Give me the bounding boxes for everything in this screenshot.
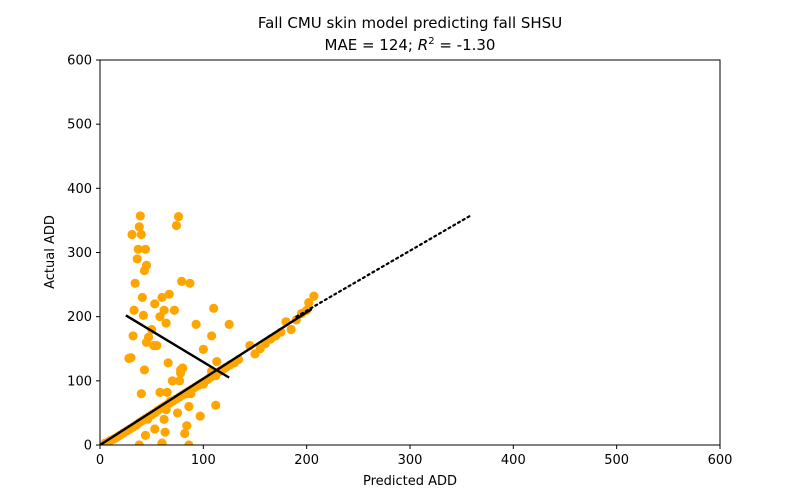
data-point-112 bbox=[172, 408, 183, 418]
dotted-trend-line bbox=[295, 214, 472, 318]
x-tick-label-2: 200 bbox=[294, 453, 319, 468]
x-tick-label-4: 400 bbox=[501, 453, 526, 468]
data-point-117 bbox=[182, 421, 192, 431]
data-point-66 bbox=[134, 222, 144, 232]
data-point-108 bbox=[161, 405, 171, 415]
chart-title: Fall CMU skin model predicting fall SHSU bbox=[258, 14, 562, 32]
y-tick-label-3: 300 bbox=[67, 246, 92, 261]
data-point-72 bbox=[140, 244, 151, 254]
data-point-106 bbox=[159, 414, 169, 424]
x-tick-label-3: 300 bbox=[398, 453, 423, 468]
y-tick-label-1: 100 bbox=[67, 374, 92, 389]
subtitle-r: R bbox=[418, 36, 428, 54]
subtitle-prefix: MAE = 124; bbox=[325, 36, 418, 54]
data-point-100 bbox=[139, 365, 150, 375]
data-point-65 bbox=[133, 244, 143, 254]
data-point-103 bbox=[150, 424, 160, 434]
data-point-70 bbox=[138, 310, 148, 320]
data-point-109 bbox=[162, 387, 172, 397]
data-point-87 bbox=[171, 220, 182, 231]
data-point-88 bbox=[173, 211, 184, 222]
data-point-60 bbox=[128, 331, 138, 341]
data-point-92 bbox=[185, 278, 195, 288]
data-point-107 bbox=[160, 427, 170, 437]
data-point-62 bbox=[129, 305, 139, 315]
y-tick-label-5: 500 bbox=[67, 118, 92, 133]
y-tick-label-0: 0 bbox=[84, 439, 92, 454]
data-point-99 bbox=[136, 389, 146, 399]
data-point-121 bbox=[195, 411, 205, 421]
data-point-111 bbox=[167, 376, 177, 386]
axis-ticks: 0 100 200 300 400 500 600 0 100 200 300 400 500 600 bbox=[67, 54, 732, 469]
y-tick-label-6: 600 bbox=[67, 54, 92, 69]
data-point-82 bbox=[159, 305, 169, 315]
data-point-86 bbox=[169, 305, 179, 315]
data-point-61 bbox=[127, 229, 137, 240]
data-point-101 bbox=[140, 430, 151, 440]
data-point-115 bbox=[178, 363, 188, 373]
data-point-81 bbox=[157, 292, 167, 303]
data-point-67 bbox=[135, 211, 145, 221]
data-point-95 bbox=[207, 331, 217, 341]
y-tick-label-2: 200 bbox=[67, 310, 92, 325]
chart-subtitle: MAE = 124; R2 = -1.30 bbox=[325, 36, 496, 54]
identity-line bbox=[100, 307, 313, 445]
data-point-73 bbox=[141, 260, 152, 270]
data-point-69 bbox=[137, 292, 147, 303]
data-point-97 bbox=[224, 319, 234, 329]
data-point-84 bbox=[163, 358, 173, 368]
x-tick-label-0: 0 bbox=[96, 453, 104, 468]
data-point-98 bbox=[134, 440, 144, 445]
data-point-83 bbox=[161, 318, 171, 328]
data-point-64 bbox=[132, 254, 142, 264]
y-axis-label: Actual ADD bbox=[43, 215, 58, 289]
data-point-120 bbox=[186, 389, 196, 399]
data-point-56 bbox=[304, 297, 314, 308]
data-point-119 bbox=[184, 440, 194, 445]
fit-line bbox=[125, 314, 230, 379]
data-point-122 bbox=[198, 379, 208, 389]
subtitle-exponent: 2 bbox=[428, 36, 434, 47]
data-point-105 bbox=[157, 438, 167, 445]
data-point-94 bbox=[198, 344, 208, 354]
y-tick-label-4: 400 bbox=[67, 182, 92, 197]
data-point-96 bbox=[209, 303, 219, 313]
data-point-93 bbox=[191, 319, 201, 329]
data-point-126 bbox=[212, 356, 222, 367]
data-point-59 bbox=[126, 353, 136, 363]
data-point-63 bbox=[130, 278, 140, 288]
data-point-118 bbox=[184, 401, 194, 412]
x-tick-label-1: 100 bbox=[191, 453, 216, 468]
data-point-116 bbox=[180, 428, 190, 439]
data-point-78 bbox=[150, 299, 160, 309]
x-tick-label-5: 500 bbox=[604, 453, 629, 468]
data-point-90 bbox=[177, 276, 187, 286]
data-point-104 bbox=[155, 387, 165, 397]
data-point-75 bbox=[143, 332, 154, 342]
data-point-113 bbox=[174, 376, 185, 386]
data-point-57 bbox=[309, 291, 319, 301]
data-point-52 bbox=[286, 324, 296, 335]
data-point-124 bbox=[211, 400, 221, 410]
x-axis-label: Predicted ADD bbox=[363, 474, 457, 489]
data-point-85 bbox=[164, 289, 174, 299]
subtitle-suffix: = -1.30 bbox=[435, 36, 496, 54]
data-point-68 bbox=[136, 229, 146, 240]
data-point-79 bbox=[152, 340, 162, 351]
x-tick-label-6: 600 bbox=[708, 453, 733, 468]
plot-area bbox=[100, 211, 472, 445]
